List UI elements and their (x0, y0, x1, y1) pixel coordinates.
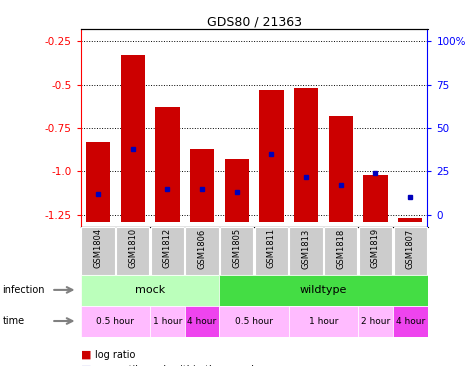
Bar (116, 227, 150, 274)
Bar (324, 227, 358, 274)
Text: log ratio: log ratio (95, 350, 135, 360)
Bar (358, 306, 393, 337)
Text: GSM1804: GSM1804 (94, 228, 103, 269)
Text: GSM1806: GSM1806 (198, 228, 207, 269)
Text: 4 hour: 4 hour (396, 317, 425, 326)
Bar (219, 274, 428, 306)
Bar (220, 227, 254, 274)
Bar (398, 218, 422, 222)
Bar (289, 306, 358, 337)
Text: 1 hour: 1 hour (153, 317, 182, 326)
Bar (86, 142, 110, 222)
Text: 4 hour: 4 hour (188, 317, 217, 326)
Bar (185, 306, 219, 337)
Text: GSM1813: GSM1813 (302, 228, 311, 269)
Bar (219, 306, 289, 337)
Bar (289, 227, 323, 274)
Bar (155, 107, 180, 222)
Bar (81, 306, 150, 337)
Text: time: time (2, 316, 25, 326)
Bar (185, 227, 219, 274)
Bar (121, 55, 145, 222)
Text: GSM1805: GSM1805 (232, 228, 241, 269)
Bar (81, 227, 115, 274)
Text: 0.5 hour: 0.5 hour (235, 317, 273, 326)
Text: ■: ■ (81, 365, 91, 366)
Text: GSM1818: GSM1818 (336, 228, 345, 269)
Text: 0.5 hour: 0.5 hour (96, 317, 134, 326)
Bar (393, 306, 428, 337)
Bar (151, 227, 184, 274)
Text: wildtype: wildtype (300, 285, 347, 295)
Text: percentile rank within the sample: percentile rank within the sample (95, 365, 260, 366)
Text: ■: ■ (81, 350, 91, 360)
Bar (150, 306, 185, 337)
Bar (81, 274, 219, 306)
Bar (255, 227, 288, 274)
Bar (190, 149, 214, 222)
Text: GSM1810: GSM1810 (128, 228, 137, 269)
Bar (259, 90, 284, 222)
Text: 2 hour: 2 hour (361, 317, 390, 326)
Bar (225, 159, 249, 222)
Text: GSM1819: GSM1819 (371, 228, 380, 269)
Text: infection: infection (2, 285, 45, 295)
Text: mock: mock (135, 285, 165, 295)
Bar (329, 116, 353, 222)
Bar (393, 227, 427, 274)
Text: GSM1807: GSM1807 (406, 228, 415, 269)
Bar (359, 227, 392, 274)
Bar (294, 88, 318, 222)
Text: GSM1811: GSM1811 (267, 228, 276, 269)
Text: GSM1812: GSM1812 (163, 228, 172, 269)
Bar (363, 175, 388, 222)
Text: 1 hour: 1 hour (309, 317, 338, 326)
Title: GDS80 / 21363: GDS80 / 21363 (207, 15, 302, 28)
